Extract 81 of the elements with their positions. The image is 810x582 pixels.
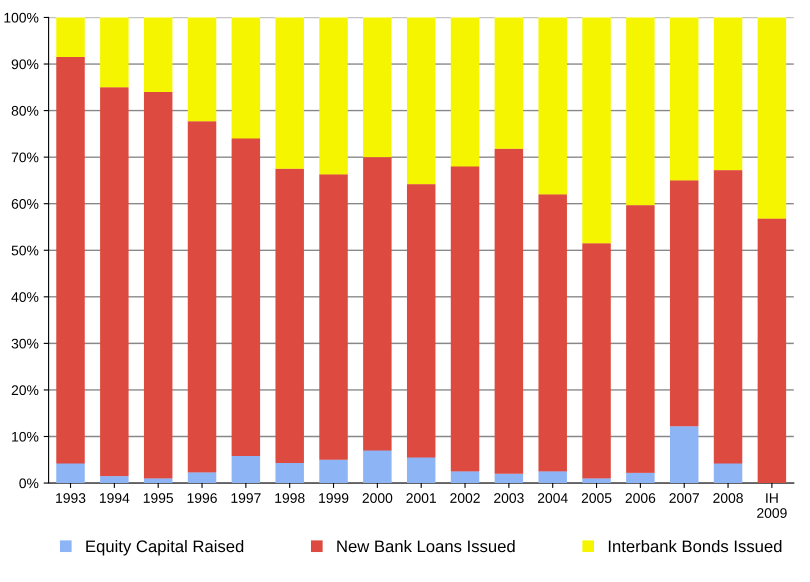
y-tick-label: 30% [12,338,38,349]
bar [319,460,348,484]
x-tick-label: 1994 [100,493,130,503]
legend-label: Equity Capital Raised [86,540,244,556]
x-tick-label: 1999 [319,493,348,503]
bar [450,166,480,472]
y-tick-label: 60% [12,199,38,209]
y-tick-label: 90% [12,59,38,70]
bar [275,17,304,169]
y-tick-label: 0% [19,478,38,488]
bar [56,17,85,58]
y-tick-label: 100% [4,12,38,23]
bar [188,121,216,472]
bar [494,148,524,474]
bar [406,184,436,458]
bar [275,168,304,464]
bar [188,17,216,122]
y-tick-label: 70% [12,152,38,162]
bar [670,17,698,180]
bar [144,478,172,484]
bar [670,180,698,426]
bar [319,174,348,460]
bar [363,17,392,158]
bar [100,87,129,476]
bar [538,17,567,194]
x-tick-label: 2008 [713,493,743,503]
x-tick-label: 2007 [669,493,699,503]
bar [232,456,260,484]
bar [494,474,524,484]
y-tick-label: 40% [11,292,38,302]
y-tick-label: 50% [12,246,38,256]
bar [714,17,742,170]
bar [319,17,348,174]
bar [714,464,742,484]
x-tick-label: 2006 [626,493,656,503]
x-tick-label: IH 2009 [757,493,787,518]
x-tick-label: 1996 [188,493,217,503]
bar [363,450,392,484]
bar [100,17,129,88]
bar [56,57,85,464]
bar [100,476,129,484]
x-tick-label: 2002 [450,493,480,503]
x-tick-label: 2004 [538,493,568,503]
legend-label: New Bank Loans Issued [337,540,515,552]
y-tick-label: 10% [12,432,38,442]
bar [144,17,172,92]
legend-label: Interbank Bonds Issued [608,540,782,552]
x-tick-label: 1998 [275,493,305,503]
x-tick-label: 1993 [56,493,86,503]
y-tick-label: 80% [12,106,38,116]
bar [670,426,698,484]
bar [450,17,480,166]
x-tick-label: 2003 [494,493,524,503]
bar [714,170,742,464]
bar [232,17,260,139]
bar [758,218,786,484]
bar [582,243,611,478]
x-tick-label: 1997 [231,493,261,503]
x-tick-label: 1995 [144,493,174,503]
bar [582,478,611,484]
bar [363,157,392,450]
bar [56,464,85,484]
bar [626,205,655,473]
bar [144,92,172,478]
bar [188,472,216,484]
bar [758,17,786,219]
bar [626,17,655,206]
bar [406,17,436,184]
bar [538,471,567,484]
bar [582,17,611,244]
bar [232,138,260,456]
x-tick-label: 2001 [406,493,436,503]
bar [626,472,655,484]
bar [494,17,524,149]
bar [275,463,304,484]
x-tick-label: 2005 [582,493,612,503]
bar [406,457,436,484]
bar [538,194,567,472]
x-tick-label: 2000 [362,493,392,503]
bar [450,471,480,484]
y-tick-label: 20% [12,385,38,396]
